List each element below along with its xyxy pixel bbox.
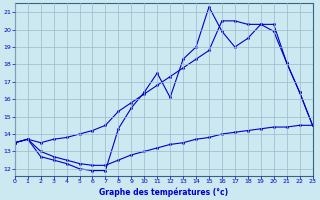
- X-axis label: Graphe des températures (°c): Graphe des températures (°c): [99, 187, 228, 197]
